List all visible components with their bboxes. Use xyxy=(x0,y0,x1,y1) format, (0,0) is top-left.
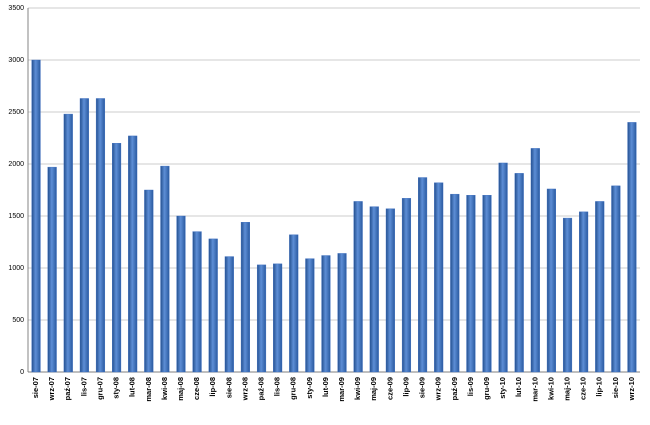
bar xyxy=(144,189,154,373)
x-tick-label: lis-08 xyxy=(273,377,282,396)
y-tick-label: 3000 xyxy=(8,57,24,64)
x-tick-label: paź-09 xyxy=(450,377,459,400)
bar xyxy=(498,162,508,373)
x-tick-label: sty-08 xyxy=(112,377,121,399)
x-tick-label: maj-08 xyxy=(176,377,185,401)
x-tick-label: paź-08 xyxy=(257,377,266,400)
y-tick-label: 1500 xyxy=(8,213,24,220)
y-tick-label: 3500 xyxy=(8,5,24,12)
bar xyxy=(530,148,540,373)
x-tick-label: cze-09 xyxy=(385,377,394,400)
bar xyxy=(176,215,186,373)
bar xyxy=(337,253,347,373)
bar xyxy=(562,217,573,373)
x-tick-label: gru-09 xyxy=(482,377,491,400)
bar xyxy=(273,263,283,373)
y-tick-label: 500 xyxy=(12,317,24,324)
x-tick-label: cze-10 xyxy=(579,377,588,400)
bar xyxy=(192,231,202,373)
bar xyxy=(369,206,379,373)
x-tick-label: lip-09 xyxy=(401,377,410,397)
x-tick-label: cze-08 xyxy=(192,377,201,400)
x-tick-label: lis-09 xyxy=(466,377,475,396)
bar xyxy=(627,122,637,373)
bar xyxy=(466,194,476,373)
x-tick-label: kwi-09 xyxy=(353,377,362,400)
bar xyxy=(514,173,524,373)
bar xyxy=(47,166,57,373)
bar xyxy=(418,177,428,373)
x-tick-label: sie-09 xyxy=(418,377,427,398)
bar xyxy=(31,59,41,373)
bar xyxy=(401,198,412,373)
bar xyxy=(434,182,444,373)
bar xyxy=(128,135,138,373)
x-tick-label: gru-08 xyxy=(289,377,298,400)
x-tick-label: wrz-07 xyxy=(47,377,56,401)
x-tick-label: wrz-10 xyxy=(627,377,636,401)
bar xyxy=(224,256,234,373)
bar xyxy=(450,193,460,373)
x-tick-label: maj-10 xyxy=(563,377,572,401)
x-tick-label: sty-09 xyxy=(305,377,314,399)
x-tick-label: sie-07 xyxy=(31,377,40,398)
x-tick-label: gru-07 xyxy=(95,377,104,400)
x-tick-label: maj-09 xyxy=(369,377,378,401)
x-tick-label: wrz-08 xyxy=(240,377,249,401)
y-tick-label: 0 xyxy=(20,369,24,376)
bar xyxy=(95,98,106,373)
y-tick-label: 2500 xyxy=(8,109,24,116)
x-tick-label: lut-10 xyxy=(514,377,523,397)
bar xyxy=(611,185,621,373)
x-tick-label: kwi-10 xyxy=(546,377,555,400)
x-tick-label: sie-08 xyxy=(224,377,233,398)
bar xyxy=(289,234,299,373)
bar xyxy=(208,238,218,373)
x-tick-label: sie-10 xyxy=(611,377,620,398)
bar xyxy=(240,222,250,373)
y-tick-label: 2000 xyxy=(8,161,24,168)
bar xyxy=(353,201,363,373)
x-tick-label: sty-10 xyxy=(498,377,507,399)
x-tick-label: lut-08 xyxy=(128,377,137,397)
x-tick-label: kwi-08 xyxy=(160,377,169,400)
bar xyxy=(595,201,605,373)
x-tick-label: lis-07 xyxy=(79,377,88,396)
x-tick-label: lip-08 xyxy=(208,377,217,397)
bar xyxy=(579,211,589,373)
bar xyxy=(256,264,267,373)
bar xyxy=(385,208,395,373)
bar xyxy=(482,194,492,373)
bar xyxy=(63,113,73,373)
x-tick-label: mar-08 xyxy=(144,377,153,402)
x-tick-label: wrz-09 xyxy=(434,377,443,401)
bar xyxy=(546,188,556,373)
x-tick-label: paź-07 xyxy=(63,377,72,400)
x-tick-label: mar-09 xyxy=(337,377,346,402)
bar xyxy=(160,165,170,373)
x-tick-label: lut-09 xyxy=(321,377,330,397)
bar xyxy=(112,142,122,373)
x-tick-label: mar-10 xyxy=(530,377,539,402)
bar xyxy=(79,98,89,373)
y-tick-label: 1000 xyxy=(8,265,24,272)
x-tick-label: lip-10 xyxy=(595,377,604,397)
bar xyxy=(321,255,331,373)
bar xyxy=(305,258,315,373)
